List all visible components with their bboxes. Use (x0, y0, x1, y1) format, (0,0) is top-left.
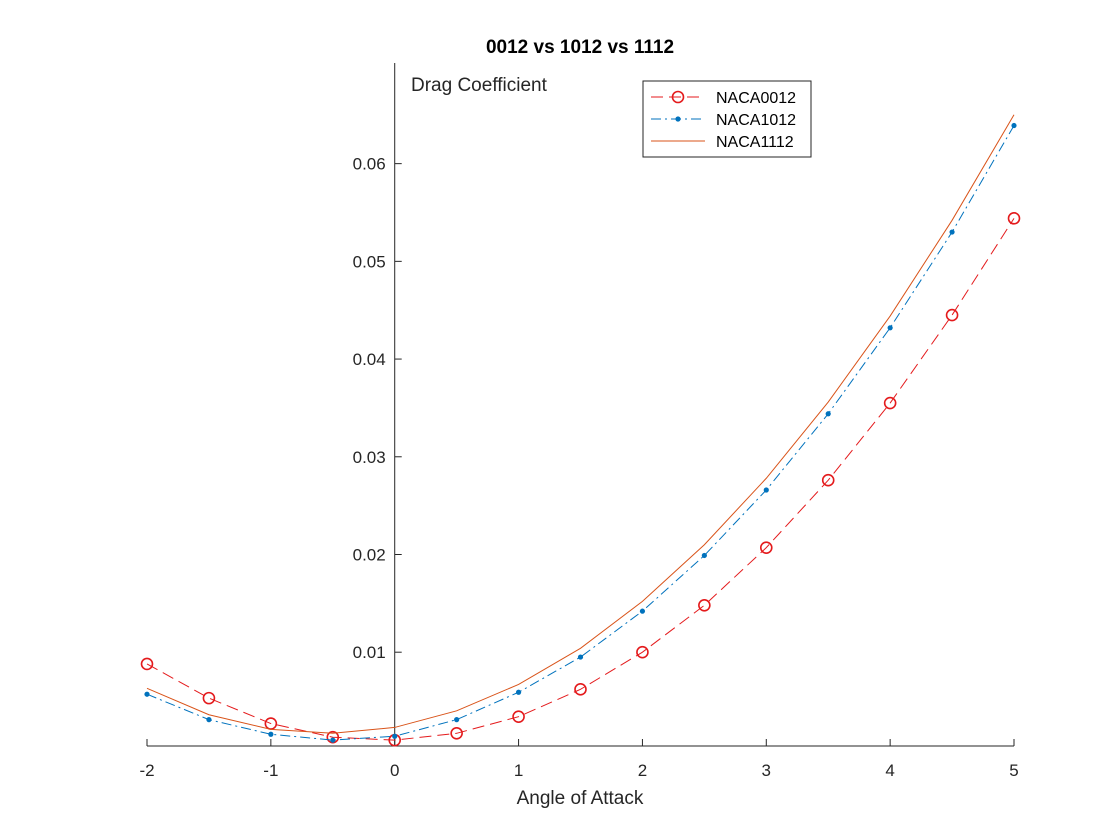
x-tick-label: 0 (390, 761, 399, 780)
x-tick-label: 3 (762, 761, 771, 780)
data-point (759, 541, 773, 554)
data-point (392, 733, 398, 739)
data-point (268, 731, 274, 737)
data-point (512, 710, 525, 723)
x-tick-label: 2 (638, 761, 647, 780)
legend-marker (671, 90, 685, 104)
chart-annotation: Drag Coefficient (411, 75, 548, 96)
series-NACA1012 (144, 122, 1017, 743)
x-tick-label: 5 (1009, 761, 1018, 780)
y-axis-ticks: 0.01 0.02 0.03 0.04 0.05 0.06 (353, 155, 402, 662)
data-point (574, 683, 587, 696)
data-point (515, 689, 522, 695)
legend-label: NACA1112 (716, 134, 794, 151)
legend-label: NACA0012 (716, 90, 796, 107)
series-line (146, 218, 1015, 741)
data-point (454, 717, 460, 723)
y-tick-label: 0.02 (353, 545, 386, 564)
data-point (450, 726, 463, 740)
y-tick-label: 0.06 (353, 155, 386, 174)
data-point (698, 598, 711, 612)
series-line (146, 114, 1015, 734)
x-axis-label: Angle of Attack (517, 788, 644, 809)
y-tick-label: 0.01 (353, 643, 386, 662)
data-point (206, 717, 212, 723)
x-tick-label: 4 (885, 761, 894, 780)
chart-title: 0012 vs 1012 vs 1112 (486, 37, 674, 58)
chart-legend: NACA0012 NACA1012 NACA1112 (642, 80, 812, 158)
legend-marker (675, 116, 681, 122)
x-tick-label: -2 (139, 761, 154, 780)
series-NACA0012 (140, 212, 1021, 747)
data-point (202, 691, 216, 705)
data-point (1011, 122, 1017, 129)
data-point (763, 487, 769, 493)
x-tick-label: 1 (514, 761, 523, 780)
data-point (825, 411, 831, 417)
y-tick-label: 0.05 (353, 252, 386, 271)
data-point (883, 396, 897, 410)
data-point (887, 325, 893, 331)
y-tick-label: 0.03 (353, 448, 386, 467)
data-point (577, 654, 584, 660)
data-point (945, 308, 959, 322)
legend-label: NACA1012 (716, 112, 796, 129)
data-point (639, 608, 646, 614)
x-axis-ticks: -2 -1 0 1 2 3 4 5 (139, 739, 1019, 780)
data-point (701, 552, 707, 559)
data-point (144, 691, 150, 697)
series-NACA1112 (146, 114, 1015, 734)
series-layer (140, 114, 1021, 747)
data-point (330, 737, 336, 743)
y-tick-label: 0.04 (353, 350, 386, 369)
data-point (1007, 212, 1021, 225)
data-point (821, 473, 835, 487)
data-point (636, 645, 649, 659)
x-tick-label: -1 (263, 761, 278, 780)
data-point (949, 229, 955, 235)
data-point (140, 657, 154, 671)
